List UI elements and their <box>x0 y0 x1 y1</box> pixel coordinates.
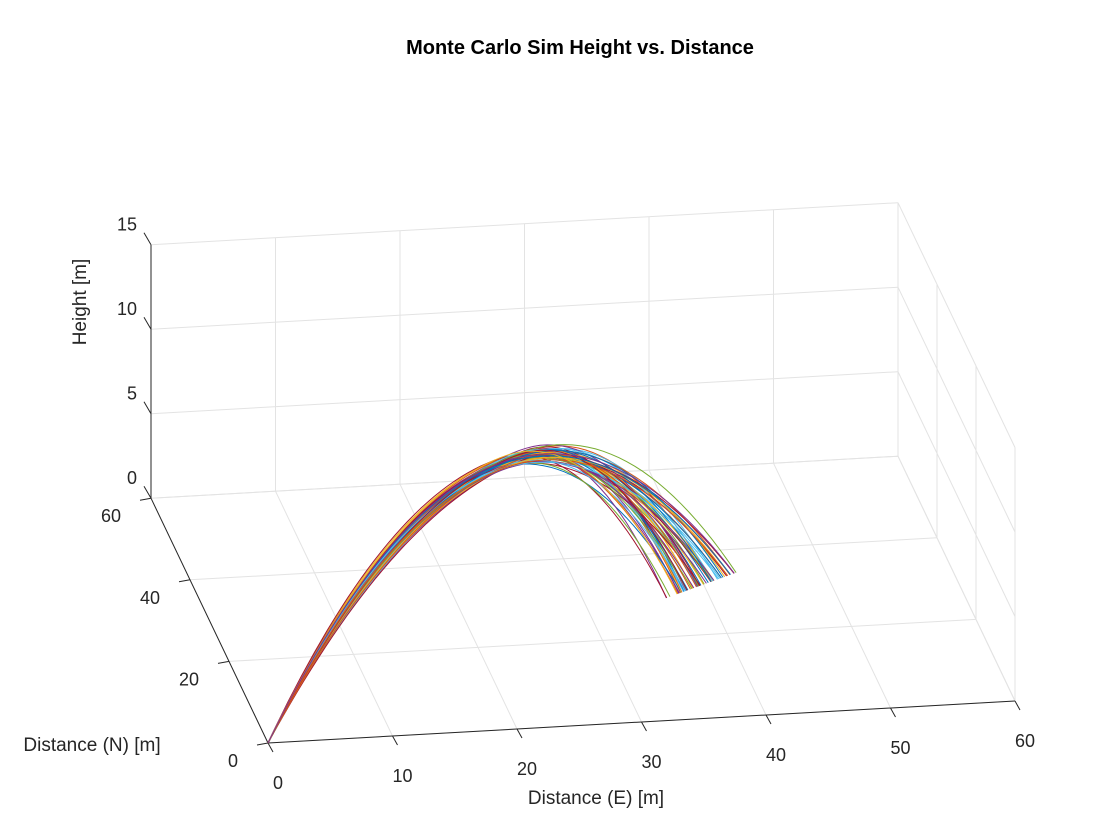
x-tick-label: 10 <box>392 766 412 786</box>
y-tick-mark <box>217 660 230 664</box>
label-layer: Monte Carlo Sim Height vs. Distance Dist… <box>23 37 754 809</box>
x-tick-label: 30 <box>641 752 661 772</box>
x-tick-mark <box>890 707 896 718</box>
back-wall-gridline-z <box>150 286 899 330</box>
x-tick-label: 40 <box>766 745 786 765</box>
floor-gridline-x <box>773 462 891 709</box>
trajectory-line <box>267 452 701 744</box>
floor-gridline-y <box>228 618 977 662</box>
z-tick-mark <box>143 485 152 499</box>
floor-gridline-x <box>524 476 642 723</box>
y-tick-mark <box>139 497 152 501</box>
y-axis-label: Distance (N) [m] <box>23 735 160 756</box>
back-wall-gridline-z <box>150 455 899 499</box>
trajectory-line <box>267 450 678 744</box>
y-tick-label: 0 <box>228 751 238 771</box>
side-wall-gridline-z <box>897 202 1016 448</box>
y-tick-mark <box>178 579 191 583</box>
z-tick-label: 5 <box>127 384 137 404</box>
trajectory-line <box>267 453 735 744</box>
x-tick-label: 50 <box>890 738 910 758</box>
y-tick-label: 40 <box>140 588 160 608</box>
trajectory-line <box>267 459 728 744</box>
trajectory-line <box>267 461 720 744</box>
x-tick-label: 0 <box>273 773 283 793</box>
axis-layer: 0 10 20 30 40 50 60 0 20 40 60 0 5 10 15 <box>101 215 1035 793</box>
floor-gridline-x <box>275 490 393 737</box>
y-axis-line <box>150 497 269 744</box>
z-tick-mark <box>143 232 152 245</box>
z-tick-label: 0 <box>127 468 137 488</box>
z-tick-label: 10 <box>117 299 137 319</box>
back-wall-gridline-z <box>150 371 899 415</box>
z-axis-label: Height [m] <box>70 259 91 346</box>
x-axis-label: Distance (E) [m] <box>528 788 664 809</box>
side-wall-gridline-z <box>897 455 1016 702</box>
x-tick-mark <box>516 728 523 739</box>
chart-title: Monte Carlo Sim Height vs. Distance <box>406 37 754 59</box>
side-wall-gridline-z <box>897 286 1016 533</box>
y-tick-label: 60 <box>101 506 121 526</box>
x-tick-label: 20 <box>517 759 537 779</box>
trajectory-line <box>267 454 668 744</box>
trajectory-series-layer <box>267 444 737 744</box>
floor-gridline-y <box>189 537 938 581</box>
y-tick-label: 20 <box>179 669 199 689</box>
x-tick-mark <box>392 735 398 746</box>
back-wall-gridline-z <box>150 202 899 246</box>
x-tick-label: 60 <box>1015 731 1035 751</box>
side-wall-gridline-z <box>897 371 1016 617</box>
y-tick-mark <box>256 742 269 746</box>
z-tick-label: 15 <box>117 215 137 235</box>
x-tick-mark <box>267 742 274 753</box>
z-tick-mark <box>143 401 152 414</box>
z-tick-mark <box>143 316 152 330</box>
x-tick-mark <box>765 714 772 725</box>
x-tick-mark <box>641 721 647 732</box>
x-tick-mark <box>1014 700 1021 711</box>
